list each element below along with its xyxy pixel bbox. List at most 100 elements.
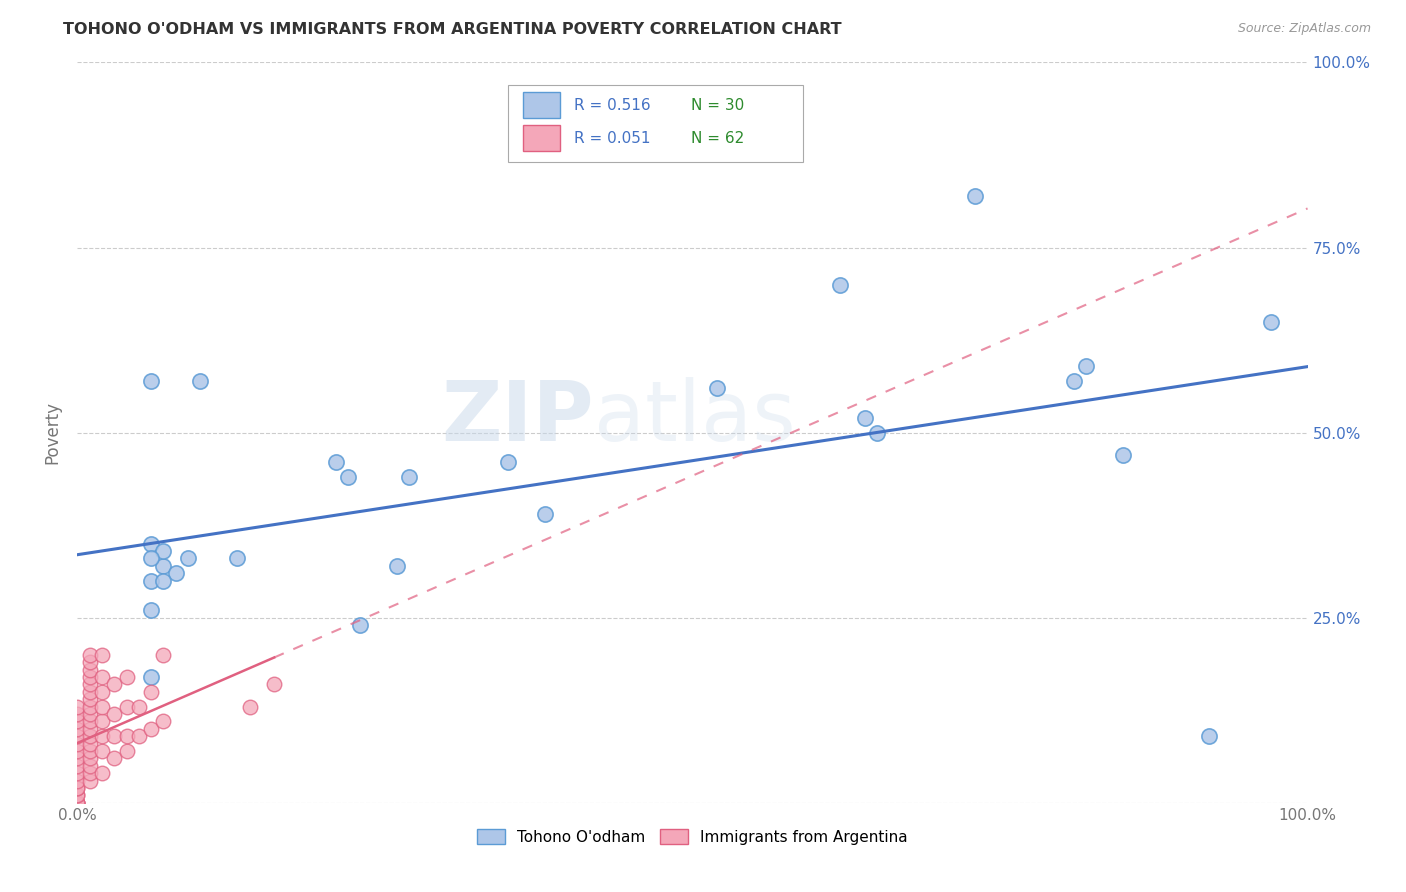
Point — [337, 470, 360, 484]
Point — [79, 773, 101, 788]
Point — [79, 692, 101, 706]
Point — [66, 796, 89, 810]
Point — [66, 789, 89, 803]
Point — [1260, 314, 1282, 328]
Point — [141, 670, 163, 684]
Point — [141, 574, 163, 588]
Point — [103, 729, 125, 743]
Point — [152, 544, 174, 558]
Point — [103, 751, 125, 765]
Point — [853, 410, 876, 425]
Point — [325, 455, 347, 469]
Point — [1198, 729, 1220, 743]
Point — [66, 744, 89, 758]
Point — [115, 744, 138, 758]
Point — [79, 722, 101, 736]
Point — [239, 699, 262, 714]
Point — [226, 551, 249, 566]
Text: atlas: atlas — [595, 377, 796, 458]
Text: Source: ZipAtlas.com: Source: ZipAtlas.com — [1237, 22, 1371, 36]
Point — [66, 796, 89, 810]
Point — [66, 796, 89, 810]
Point — [66, 789, 89, 803]
Text: N = 62: N = 62 — [692, 131, 744, 145]
Point — [115, 670, 138, 684]
Point — [90, 685, 114, 699]
Point — [866, 425, 889, 440]
Point — [965, 188, 987, 202]
Point — [79, 677, 101, 691]
Point — [1112, 448, 1135, 462]
Point — [66, 773, 89, 788]
Point — [66, 780, 89, 795]
Point — [141, 374, 163, 388]
Point — [115, 729, 138, 743]
Point — [385, 558, 409, 573]
Point — [79, 670, 101, 684]
Point — [141, 603, 163, 617]
Point — [66, 766, 89, 780]
Point — [115, 699, 138, 714]
Point — [141, 551, 163, 566]
Bar — [523, 126, 560, 152]
Point — [90, 729, 114, 743]
Point — [103, 706, 125, 721]
Point — [1063, 374, 1085, 388]
Point — [66, 796, 89, 810]
Point — [830, 277, 852, 292]
Point — [66, 722, 89, 736]
Point — [79, 737, 101, 751]
Point — [79, 699, 101, 714]
Point — [79, 648, 101, 662]
Point — [66, 796, 89, 810]
Text: ZIP: ZIP — [441, 377, 595, 458]
Point — [90, 766, 114, 780]
Point — [263, 677, 285, 691]
FancyBboxPatch shape — [508, 85, 803, 162]
Point — [90, 648, 114, 662]
Point — [188, 374, 212, 388]
Point — [79, 766, 101, 780]
Point — [165, 566, 187, 581]
Point — [128, 729, 150, 743]
Point — [177, 551, 200, 566]
Point — [90, 699, 114, 714]
Point — [79, 758, 101, 772]
Point — [152, 574, 174, 588]
Point — [66, 758, 89, 772]
Point — [1076, 359, 1098, 373]
Point — [152, 714, 174, 729]
Point — [398, 470, 420, 484]
Point — [79, 655, 101, 669]
Point — [66, 729, 89, 743]
Point — [496, 455, 519, 469]
Point — [66, 780, 89, 795]
Point — [706, 381, 728, 395]
Point — [79, 685, 101, 699]
Point — [66, 714, 89, 729]
Legend: Tohono O'odham, Immigrants from Argentina: Tohono O'odham, Immigrants from Argentin… — [471, 822, 914, 851]
Point — [103, 677, 125, 691]
Point — [90, 744, 114, 758]
Point — [141, 536, 163, 550]
Point — [152, 558, 174, 573]
Y-axis label: Poverty: Poverty — [44, 401, 62, 464]
Point — [128, 699, 150, 714]
Point — [141, 685, 163, 699]
Point — [66, 699, 89, 714]
Point — [79, 714, 101, 729]
Point — [152, 648, 174, 662]
Bar — [523, 92, 560, 118]
Point — [90, 714, 114, 729]
Point — [90, 670, 114, 684]
Point — [66, 751, 89, 765]
Point — [79, 663, 101, 677]
Point — [79, 706, 101, 721]
Text: TOHONO O'ODHAM VS IMMIGRANTS FROM ARGENTINA POVERTY CORRELATION CHART: TOHONO O'ODHAM VS IMMIGRANTS FROM ARGENT… — [63, 22, 842, 37]
Point — [66, 737, 89, 751]
Point — [79, 729, 101, 743]
Point — [534, 507, 557, 521]
Point — [79, 751, 101, 765]
Text: R = 0.516: R = 0.516 — [575, 97, 651, 112]
Point — [349, 618, 371, 632]
